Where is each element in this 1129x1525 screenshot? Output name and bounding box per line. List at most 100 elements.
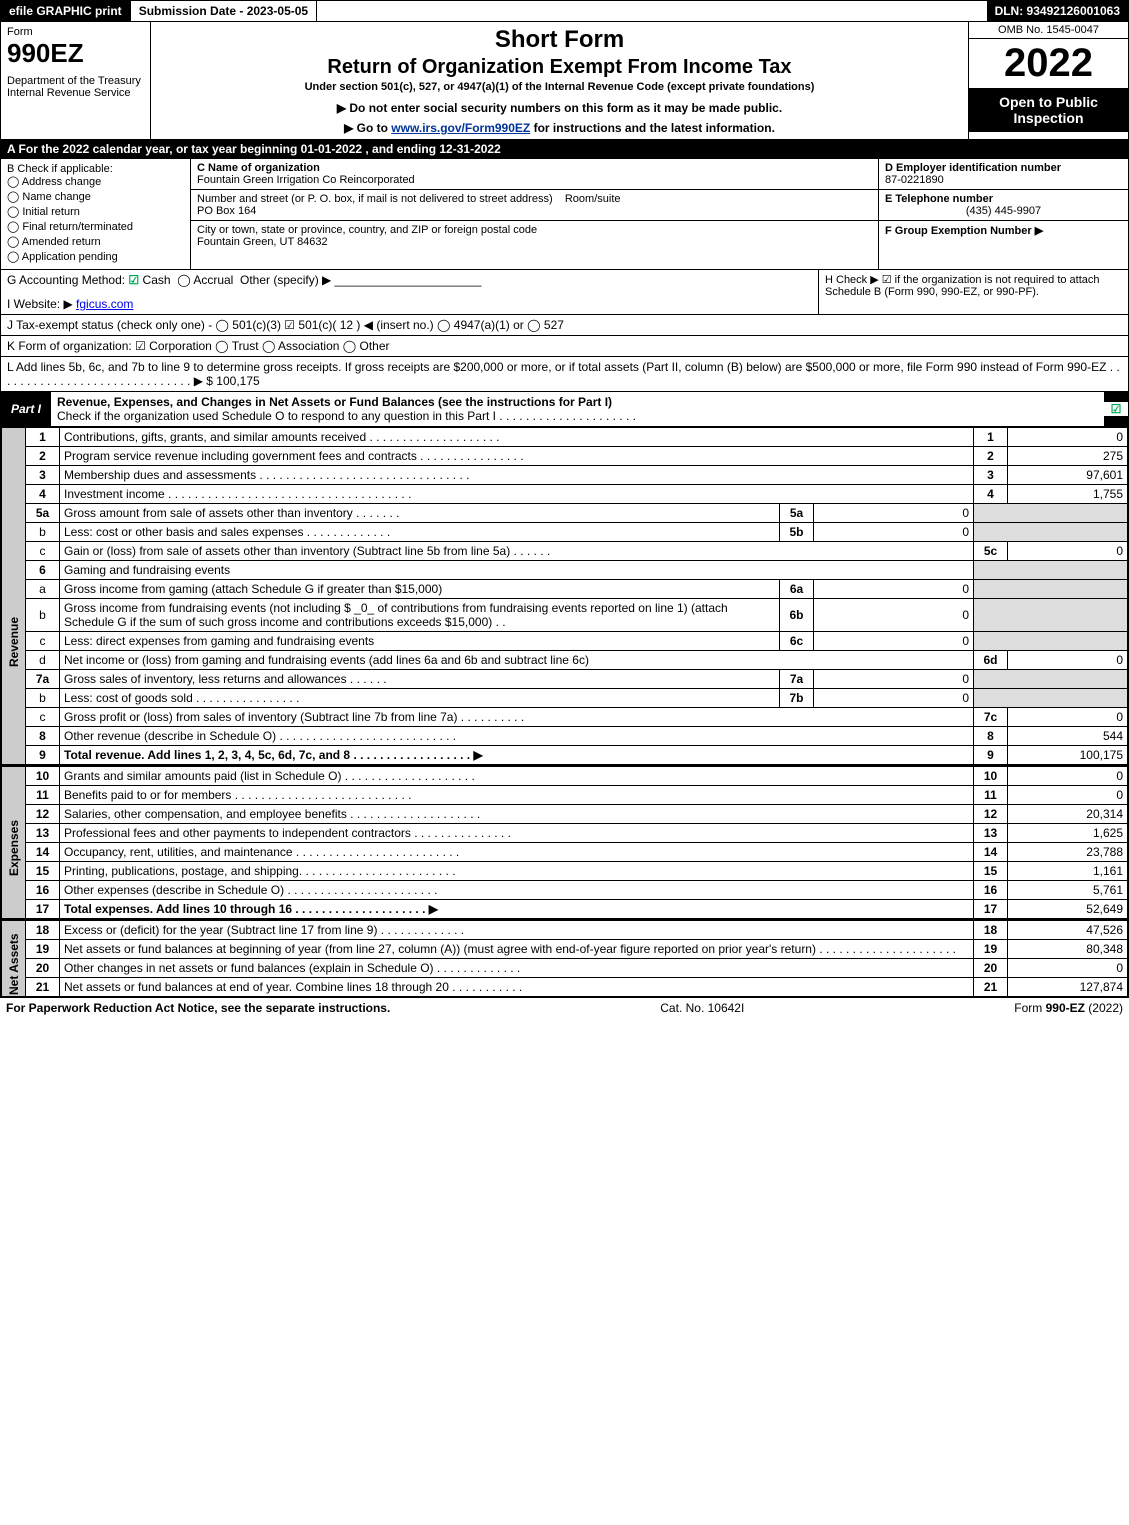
line-7c: cGross profit or (loss) from sales of in… bbox=[26, 708, 1128, 727]
ein-value: 87-0221890 bbox=[885, 174, 944, 186]
footer-left: For Paperwork Reduction Act Notice, see … bbox=[6, 1001, 390, 1015]
d-lbl: D Employer identification number bbox=[885, 162, 1061, 174]
f-lbl: F Group Exemption Number ▶ bbox=[885, 225, 1043, 237]
line-5a: 5aGross amount from sale of assets other… bbox=[26, 504, 1128, 523]
line-17: 17Total expenses. Add lines 10 through 1… bbox=[26, 900, 1128, 919]
row-l: L Add lines 5b, 6c, and 7b to line 9 to … bbox=[0, 357, 1129, 392]
cb-label: Initial return bbox=[22, 206, 79, 218]
cb-address-change[interactable]: ◯ Address change bbox=[7, 175, 184, 188]
goto-link[interactable]: www.irs.gov/Form990EZ bbox=[391, 121, 530, 135]
footer-mid: Cat. No. 10642I bbox=[660, 1001, 744, 1015]
e-lbl: E Telephone number bbox=[885, 193, 993, 205]
open-to-public: Open to Public Inspection bbox=[969, 88, 1128, 132]
dln-label: DLN: 93492126001063 bbox=[987, 1, 1128, 21]
netassets-section: Net Assets 18Excess or (deficit) for the… bbox=[0, 920, 1129, 998]
box-f: F Group Exemption Number ▶ bbox=[879, 221, 1128, 240]
box-c-city: City or town, state or province, country… bbox=[191, 221, 878, 251]
website-link[interactable]: fgicus.com bbox=[76, 297, 133, 311]
box-c-addr: Number and street (or P. O. box, if mail… bbox=[191, 190, 878, 221]
g-accrual: Accrual bbox=[193, 273, 233, 287]
expenses-table: 10Grants and similar amounts paid (list … bbox=[25, 766, 1128, 919]
goto-line: ▶ Go to www.irs.gov/Form990EZ for instru… bbox=[157, 121, 962, 135]
line-6: 6Gaming and fundraising events bbox=[26, 561, 1128, 580]
line-15: 15Printing, publications, postage, and s… bbox=[26, 862, 1128, 881]
line-19: 19Net assets or fund balances at beginni… bbox=[26, 940, 1128, 959]
submission-date: Submission Date - 2023-05-05 bbox=[131, 1, 317, 21]
g-line: ______________________ bbox=[335, 273, 482, 287]
efile-label: efile GRAPHIC print bbox=[1, 1, 131, 21]
org-address: PO Box 164 bbox=[197, 205, 256, 217]
row-g: G Accounting Method: ☑ Cash ◯ Accrual Ot… bbox=[1, 270, 818, 314]
gh-row: G Accounting Method: ☑ Cash ◯ Accrual Ot… bbox=[0, 270, 1129, 315]
row-k: K Form of organization: ☑ Corporation ◯ … bbox=[0, 336, 1129, 357]
part1-title-text: Revenue, Expenses, and Changes in Net As… bbox=[57, 395, 612, 409]
line-3: 3Membership dues and assessments . . . .… bbox=[26, 466, 1128, 485]
l-text: L Add lines 5b, 6c, and 7b to line 9 to … bbox=[7, 360, 1120, 388]
part1-check: Check if the organization used Schedule … bbox=[57, 409, 636, 423]
line-12: 12Salaries, other compensation, and empl… bbox=[26, 805, 1128, 824]
box-b-title: B Check if applicable: bbox=[7, 163, 184, 175]
cb-label: Final return/terminated bbox=[22, 221, 133, 233]
revenue-side-label: Revenue bbox=[1, 427, 25, 765]
footer-right: Form 990-EZ (2022) bbox=[1014, 1001, 1123, 1015]
part1-checkbox[interactable]: ☑ bbox=[1104, 402, 1128, 416]
line-13: 13Professional fees and other payments t… bbox=[26, 824, 1128, 843]
line-2: 2Program service revenue including gover… bbox=[26, 447, 1128, 466]
cb-pending[interactable]: ◯ Application pending bbox=[7, 250, 184, 263]
c-name-lbl: C Name of organization bbox=[197, 162, 320, 174]
cb-label: Application pending bbox=[22, 251, 118, 263]
cb-label: Amended return bbox=[22, 236, 101, 248]
check-icon: ☑ bbox=[128, 273, 139, 287]
goto-pre: ▶ Go to bbox=[344, 121, 391, 135]
line-9: 9Total revenue. Add lines 1, 2, 3, 4, 5c… bbox=[26, 746, 1128, 765]
line-18: 18Excess or (deficit) for the year (Subt… bbox=[26, 921, 1128, 940]
netassets-side-label: Net Assets bbox=[1, 920, 25, 997]
g-cash: Cash bbox=[143, 273, 171, 287]
line-20: 20Other changes in net assets or fund ba… bbox=[26, 959, 1128, 978]
line-1: 1Contributions, gifts, grants, and simil… bbox=[26, 428, 1128, 447]
i-lbl: I Website: ▶ bbox=[7, 297, 73, 311]
org-name: Fountain Green Irrigation Co Reincorpora… bbox=[197, 174, 415, 186]
cb-name-change[interactable]: ◯ Name change bbox=[7, 190, 184, 203]
line-8: 8Other revenue (describe in Schedule O) … bbox=[26, 727, 1128, 746]
tax-year: 2022 bbox=[969, 39, 1128, 88]
line-6c: cLess: direct expenses from gaming and f… bbox=[26, 632, 1128, 651]
row-j: J Tax-exempt status (check only one) - ◯… bbox=[0, 315, 1129, 336]
cb-label: Name change bbox=[22, 191, 91, 203]
omb-number: OMB No. 1545-0047 bbox=[969, 22, 1128, 39]
part1-tab: Part I bbox=[1, 399, 51, 419]
revenue-section: Revenue 1Contributions, gifts, grants, a… bbox=[0, 427, 1129, 766]
expenses-side-label: Expenses bbox=[1, 766, 25, 919]
line-14: 14Occupancy, rent, utilities, and mainte… bbox=[26, 843, 1128, 862]
g-other: Other (specify) ▶ bbox=[240, 273, 331, 287]
page-footer: For Paperwork Reduction Act Notice, see … bbox=[0, 998, 1129, 1018]
line-21: 21Net assets or fund balances at end of … bbox=[26, 978, 1128, 997]
line-10: 10Grants and similar amounts paid (list … bbox=[26, 767, 1128, 786]
phone-value: (435) 445-9907 bbox=[885, 205, 1122, 217]
line-6d: dNet income or (loss) from gaming and fu… bbox=[26, 651, 1128, 670]
cb-label: Address change bbox=[22, 176, 102, 188]
box-d: D Employer identification number 87-0221… bbox=[879, 159, 1128, 190]
goto-post: for instructions and the latest informat… bbox=[530, 121, 775, 135]
line-6b: bGross income from fundraising events (n… bbox=[26, 599, 1128, 632]
line-4: 4Investment income . . . . . . . . . . .… bbox=[26, 485, 1128, 504]
line-11: 11Benefits paid to or for members . . . … bbox=[26, 786, 1128, 805]
cb-initial-return[interactable]: ◯ Initial return bbox=[7, 205, 184, 218]
under-section: Under section 501(c), 527, or 4947(a)(1)… bbox=[157, 81, 962, 93]
short-form-title: Short Form bbox=[157, 26, 962, 54]
cb-amended[interactable]: ◯ Amended return bbox=[7, 235, 184, 248]
return-title: Return of Organization Exempt From Incom… bbox=[157, 56, 962, 79]
line-7b: bLess: cost of goods sold . . . . . . . … bbox=[26, 689, 1128, 708]
do-not-enter: ▶ Do not enter social security numbers o… bbox=[157, 101, 962, 115]
org-city: Fountain Green, UT 84632 bbox=[197, 236, 328, 248]
form-header: Form 990EZ Department of the Treasury In… bbox=[0, 22, 1129, 140]
top-bar: efile GRAPHIC print Submission Date - 20… bbox=[0, 0, 1129, 22]
line-16: 16Other expenses (describe in Schedule O… bbox=[26, 881, 1128, 900]
box-c-name: C Name of organization Fountain Green Ir… bbox=[191, 159, 878, 190]
netassets-table: 18Excess or (deficit) for the year (Subt… bbox=[25, 920, 1128, 997]
box-c: C Name of organization Fountain Green Ir… bbox=[191, 159, 878, 269]
box-def: D Employer identification number 87-0221… bbox=[878, 159, 1128, 269]
cb-final-return[interactable]: ◯ Final return/terminated bbox=[7, 220, 184, 233]
expenses-section: Expenses 10Grants and similar amounts pa… bbox=[0, 766, 1129, 920]
bc-row: B Check if applicable: ◯ Address change … bbox=[0, 159, 1129, 270]
